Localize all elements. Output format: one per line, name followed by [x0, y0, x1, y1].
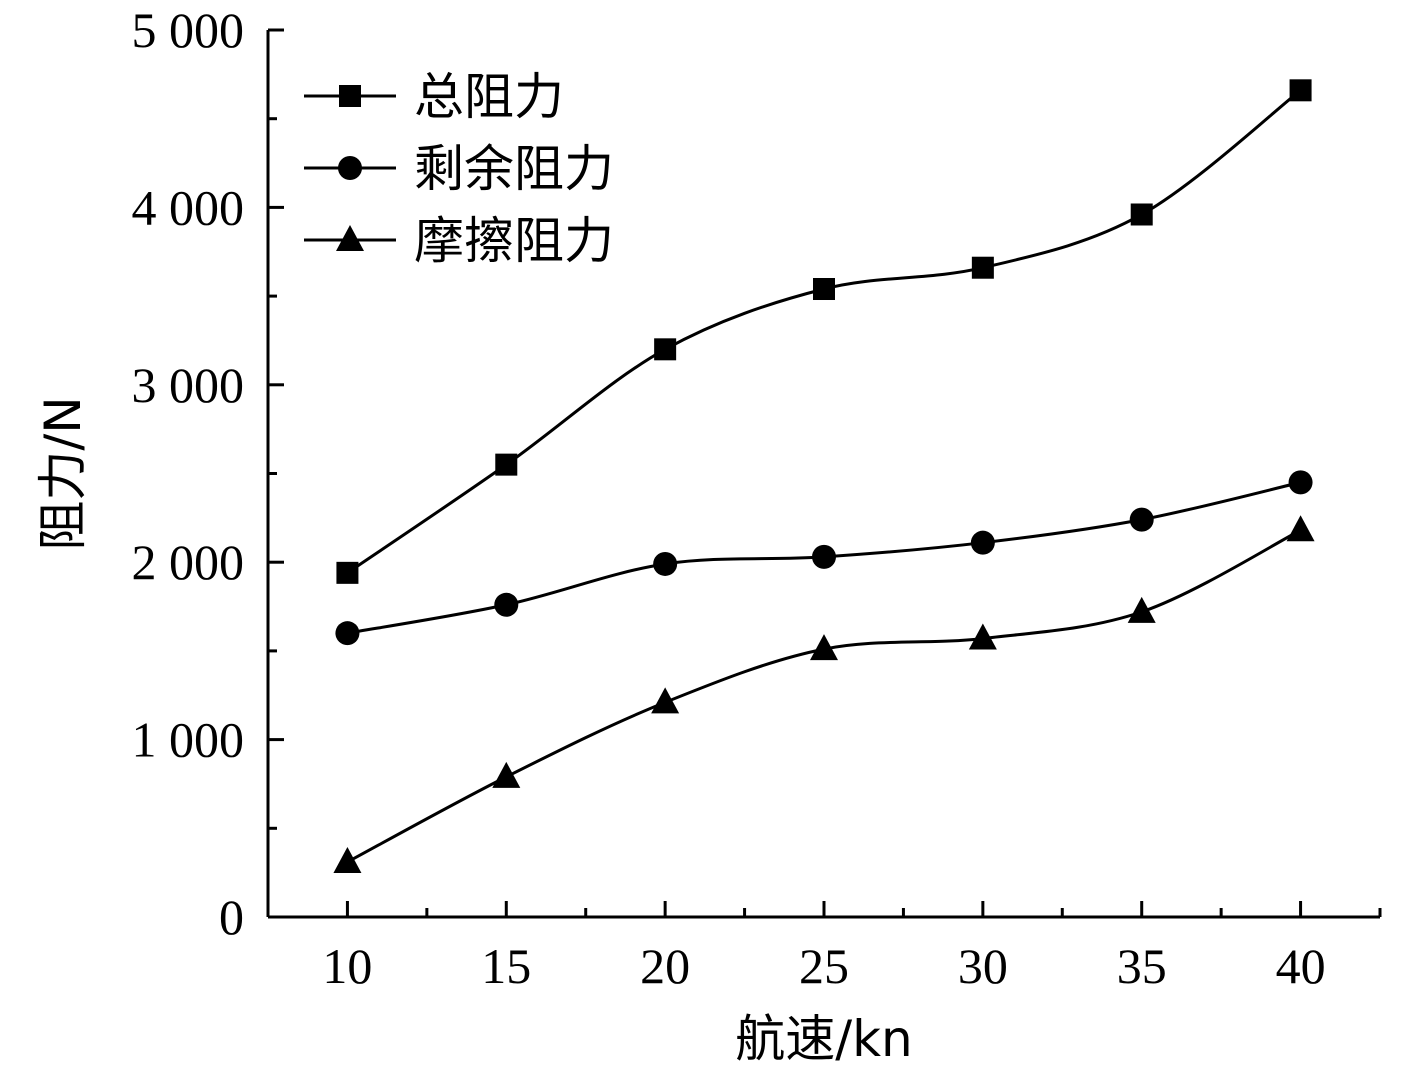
- data-point: [654, 338, 677, 361]
- data-point: [1129, 507, 1154, 532]
- data-point: [810, 634, 838, 661]
- x-axis-title: 航速/kn: [735, 1010, 913, 1068]
- data-point: [333, 847, 362, 874]
- data-point: [812, 544, 836, 569]
- legend-label: 摩擦阻力: [414, 212, 614, 270]
- legend-item: 剩余阻力: [304, 140, 614, 198]
- data-point: [1130, 203, 1153, 226]
- data-point: [653, 551, 678, 576]
- data-point: [651, 687, 680, 714]
- y-tick-label: 3 000: [132, 357, 245, 413]
- data-point: [1289, 79, 1312, 102]
- axes: 0 1 000 2 000 3 000 4 000 5 000 10 15 20 25 30 35 40: [132, 2, 1382, 994]
- legend-label: 剩余阻力: [414, 140, 614, 198]
- data-point: [495, 453, 518, 476]
- x-tick-label: 25: [799, 938, 849, 994]
- x-tick-label: 15: [481, 938, 531, 994]
- data-point: [494, 592, 519, 617]
- x-tick-label: 40: [1276, 938, 1326, 994]
- legend-marker: [336, 225, 364, 251]
- legend-item: 摩擦阻力: [304, 212, 614, 270]
- series-triangle: [333, 515, 1315, 874]
- x-tick-label: 35: [1117, 938, 1167, 994]
- y-tick-label: 2 000: [132, 534, 245, 590]
- y-tick-label: 4 000: [132, 179, 245, 235]
- series-circle: [335, 470, 1313, 646]
- y-tick-label: 5 000: [132, 2, 245, 58]
- data-point: [1288, 470, 1313, 495]
- legend-marker: [338, 156, 362, 180]
- data-point: [1127, 596, 1156, 623]
- x-tick-label: 30: [958, 938, 1008, 994]
- series-layer: [333, 79, 1315, 874]
- legend-marker: [339, 85, 361, 107]
- data-point: [970, 530, 995, 555]
- x-tick-label: 20: [640, 938, 690, 994]
- data-point: [968, 623, 997, 650]
- data-point: [492, 761, 521, 788]
- legend-item: 总阻力: [304, 68, 564, 126]
- y-axis-title: 阻力/N: [34, 396, 92, 550]
- y-tick-label: 1 000: [132, 712, 245, 768]
- x-tick-label: 10: [322, 938, 372, 994]
- series-line: [346, 528, 1302, 864]
- data-point: [813, 278, 835, 301]
- data-point: [335, 621, 360, 646]
- data-point: [971, 256, 994, 279]
- data-point: [336, 561, 359, 584]
- y-tick-label: 0: [219, 889, 244, 945]
- series-square: [336, 79, 1312, 584]
- legend-label: 总阻力: [414, 68, 564, 126]
- data-point: [1286, 515, 1315, 542]
